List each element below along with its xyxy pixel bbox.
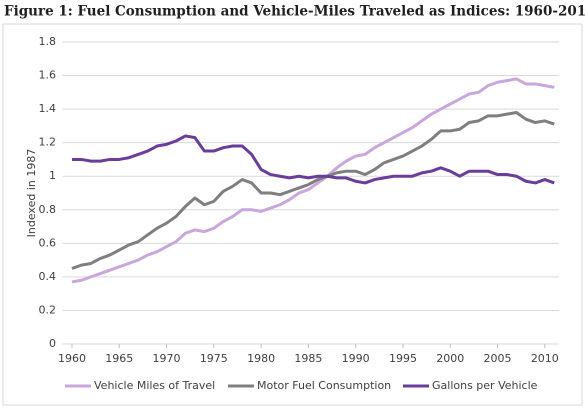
y-tick-label: 1.8 [39,35,57,48]
x-tick-label: 1980 [247,352,275,365]
series-line [71,134,555,185]
y-tick-label: 0.2 [39,303,57,316]
y-tick-label: 1.6 [39,69,57,82]
y-tick-label: 0.6 [39,236,57,249]
legend-label: Vehicle Miles of Travel [94,379,215,392]
y-axis-label: Indexed in 1987 [25,149,38,238]
y-tick-label: 0.8 [39,203,57,216]
chart-title: Figure 1: Fuel Consumption and Vehicle-M… [4,4,586,20]
x-tick-label: 1975 [200,352,228,365]
y-tick-label: 0.4 [39,270,57,283]
chart-frame [2,23,583,406]
series-line [71,77,555,284]
x-tick-label: 1990 [342,352,370,365]
x-tick-label: 1960 [58,352,86,365]
x-tick-label: 2010 [531,352,559,365]
x-tick-label: 1970 [153,352,181,365]
x-tick-label: 1995 [389,352,417,365]
x-tick-label: 2005 [484,352,512,365]
x-tick-label: 1985 [294,352,322,365]
y-tick-label: 0 [49,337,56,350]
x-tick-label: 1965 [105,352,133,365]
x-tick-label: 2000 [436,352,464,365]
series-line [71,110,555,270]
legend-label: Gallons per Vehicle [432,379,538,392]
y-tick-label: 1.2 [39,136,57,149]
y-tick-label: 1 [49,169,56,182]
y-tick-label: 1.4 [39,102,57,115]
legend-label: Motor Fuel Consumption [257,379,391,392]
